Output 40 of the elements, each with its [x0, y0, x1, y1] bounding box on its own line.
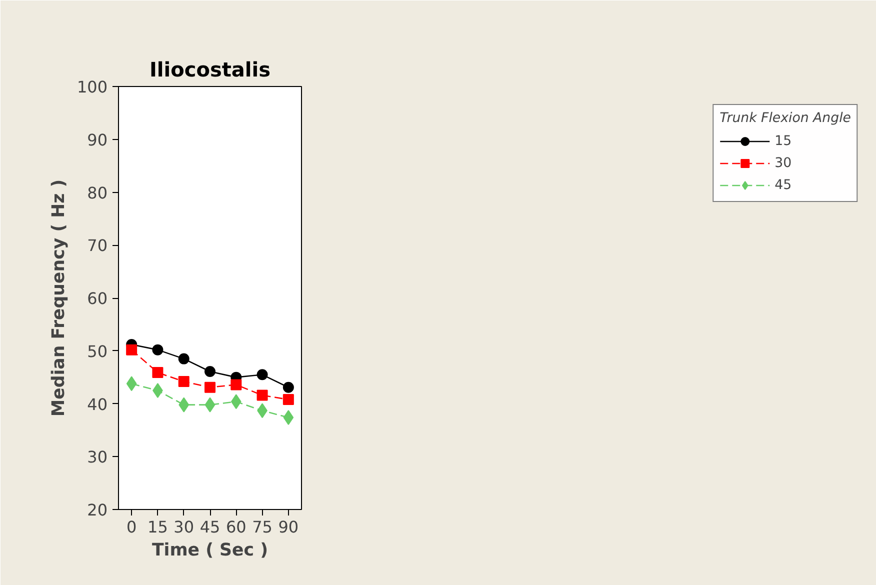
y-tick-label: 70: [87, 236, 108, 256]
y-tick-label: 100: [76, 78, 108, 96]
point: [230, 394, 242, 410]
x-tick-label: 75: [252, 518, 272, 536]
x-tick-label: 45: [200, 518, 220, 536]
point: [178, 353, 190, 364]
legend-label: 15: [774, 134, 793, 148]
point: [283, 410, 294, 425]
point: [152, 344, 164, 356]
x-tick-label: 15: [148, 518, 168, 536]
x-tick-label: 0: [126, 518, 137, 536]
point: [204, 397, 216, 412]
point: [204, 382, 216, 393]
point: [256, 390, 268, 401]
y-tick-label: 40: [87, 394, 108, 414]
x-axis-title: Time ( Sec ): [152, 540, 268, 560]
y-tick-label: 80: [87, 183, 108, 202]
y-tick-label: 20: [87, 500, 108, 520]
point: [126, 344, 138, 356]
chart-title: Iliocostalis: [149, 58, 271, 82]
point: [178, 376, 190, 388]
y-axis-title: Median Frequency ( Hz ): [48, 179, 69, 417]
point: [204, 366, 216, 377]
point: [126, 376, 137, 392]
y-tick-label: 30: [87, 448, 108, 467]
y-tick-label: 60: [87, 289, 108, 308]
point: [152, 367, 164, 378]
legend-label: 30: [774, 156, 793, 170]
y-tick-label: 50: [87, 342, 108, 361]
point: [282, 394, 294, 406]
point: [178, 397, 190, 412]
legend-label: 45: [774, 178, 793, 192]
point: [230, 379, 242, 390]
y-tick-label: 90: [87, 130, 108, 150]
point: [282, 382, 294, 393]
x-tick-label: 90: [278, 518, 299, 536]
legend-title: Trunk Flexion Angle: [720, 111, 851, 126]
x-tick-label: 60: [226, 518, 246, 536]
point: [256, 369, 268, 380]
x-tick-label: 30: [174, 518, 194, 536]
